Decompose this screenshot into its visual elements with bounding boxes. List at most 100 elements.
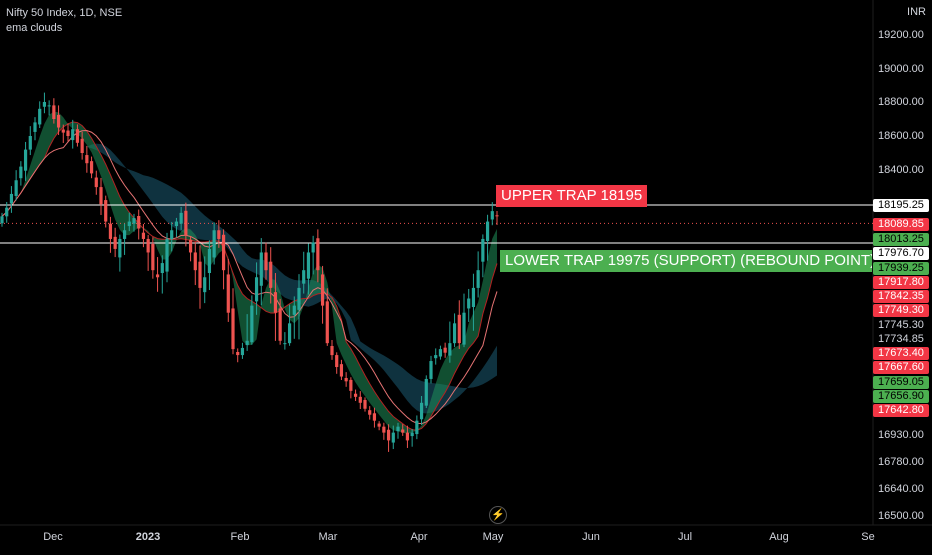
price-tick: 16500.00 — [878, 510, 924, 522]
candle-body — [75, 129, 80, 143]
candle-body — [137, 215, 141, 229]
candle-body — [485, 221, 490, 242]
candle-body — [273, 292, 278, 313]
time-tick: Dec — [43, 531, 63, 543]
candle-body — [377, 423, 381, 427]
price-tick: 19000.00 — [878, 63, 924, 75]
candle-body — [471, 287, 476, 308]
candle-body — [188, 239, 193, 253]
candle-body — [132, 218, 136, 224]
candle-body — [94, 177, 98, 188]
candle-body — [353, 393, 358, 397]
chart-legend: Nifty 50 Index, 1D, NSE ema clouds — [6, 6, 122, 36]
candle-body — [193, 252, 197, 271]
price-tick: 19200.00 — [878, 29, 924, 41]
candle-body — [170, 230, 174, 239]
candle-body — [419, 402, 424, 420]
candle-body — [99, 187, 103, 205]
candle-body — [462, 312, 466, 345]
candle-body — [330, 346, 334, 356]
time-tick: Se — [861, 531, 875, 543]
price-label: 17842.35 — [873, 290, 929, 303]
price-label: 17667.60 — [873, 361, 929, 374]
candle-body — [198, 261, 202, 288]
candle-body — [240, 347, 245, 356]
symbol-title[interactable]: Nifty 50 Index, 1D, NSE — [6, 7, 123, 19]
candle-body — [221, 234, 226, 271]
candle-body — [292, 305, 296, 315]
candle-body — [396, 426, 400, 432]
candle-body — [61, 129, 65, 133]
candle-body — [174, 221, 179, 227]
candle-body — [415, 420, 419, 435]
candle-body — [438, 349, 443, 357]
price-label: 17656.90 — [873, 390, 929, 403]
candle-body — [89, 161, 94, 174]
candle-body — [443, 347, 447, 353]
lightning-icon[interactable]: ⚡ — [489, 506, 507, 524]
candle-body — [316, 238, 320, 271]
candle-body — [23, 149, 28, 171]
candle-body — [405, 432, 410, 441]
candle-body — [287, 323, 292, 344]
candle-body — [151, 243, 155, 271]
candle-body — [325, 301, 329, 344]
ema-cloud-slow — [2, 143, 497, 414]
price-tick: 18400.00 — [878, 164, 924, 176]
candle-body — [481, 238, 485, 262]
upper-trap-annotation[interactable]: UPPER TRAP 18195 — [496, 185, 648, 207]
candle-body — [320, 274, 325, 306]
time-tick: Apr — [410, 531, 428, 543]
candle-body — [71, 129, 75, 141]
candle-body — [118, 238, 122, 258]
candle-body — [476, 270, 480, 288]
candle-body — [155, 274, 160, 278]
candle-body — [203, 277, 207, 293]
candle-body — [122, 230, 127, 239]
candle-body — [457, 314, 461, 344]
time-tick: May — [482, 531, 504, 543]
candle-body — [207, 248, 212, 274]
lower-trap-annotation[interactable]: LOWER TRAP 19975 (SUPPORT) (REBOUND POIN… — [500, 250, 872, 272]
price-tick: 18600.00 — [878, 130, 924, 142]
candle-body — [127, 221, 131, 227]
candle-body — [349, 379, 353, 391]
candle-body — [85, 155, 89, 164]
candle-body — [179, 212, 183, 224]
price-label: 18195.25 — [873, 199, 929, 212]
candle-body — [184, 210, 188, 236]
candle-body — [5, 207, 9, 217]
candle-body — [302, 270, 306, 284]
time-tick: Jul — [677, 531, 693, 543]
candle-body — [33, 122, 37, 132]
candle-body — [495, 215, 499, 217]
price-tick: 16640.00 — [878, 483, 924, 495]
candle-body — [28, 136, 32, 150]
candle-body — [259, 252, 263, 286]
candle-body — [363, 399, 367, 409]
candle-body — [14, 180, 18, 196]
candle-body — [38, 108, 42, 125]
price-label: 18013.25 — [873, 233, 929, 246]
price-tick: 18800.00 — [878, 96, 924, 108]
candle-body — [47, 105, 51, 107]
candle-body — [344, 377, 348, 382]
indicator-name[interactable]: ema clouds — [6, 22, 63, 34]
price-label: 17745.30 — [878, 319, 924, 331]
candle-body — [448, 343, 452, 356]
price-label: 17659.05 — [873, 376, 929, 389]
candle-body — [386, 429, 391, 441]
candle-body — [467, 298, 471, 309]
candle-body — [160, 263, 164, 274]
candle-body — [429, 361, 433, 379]
candle-body — [335, 355, 339, 368]
price-tick: 16780.00 — [878, 456, 924, 468]
candle-body — [368, 410, 372, 415]
ema-line-2 — [1, 130, 498, 425]
ema-line-1 — [1, 121, 498, 431]
candle-body — [226, 274, 230, 313]
time-tick: Jun — [582, 531, 600, 543]
price-label: 18089.85 — [873, 218, 929, 231]
